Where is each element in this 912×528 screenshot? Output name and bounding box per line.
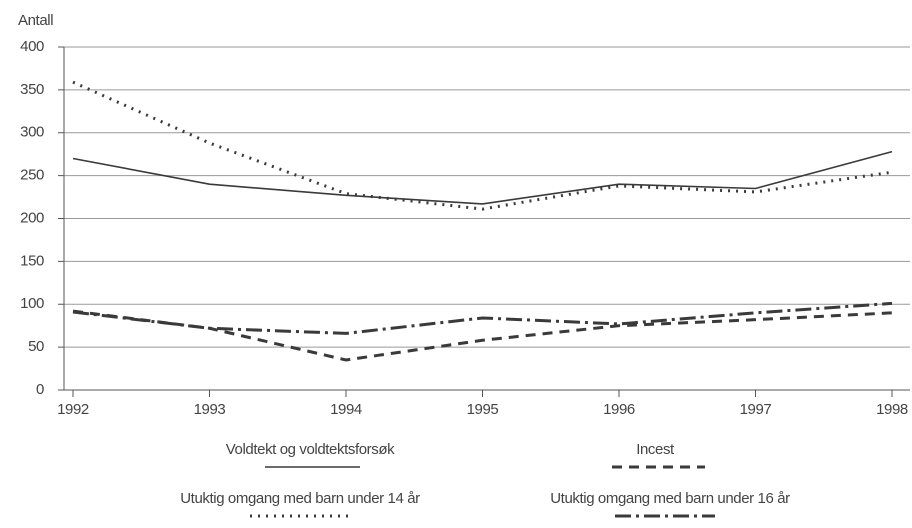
line-series (72, 80, 893, 211)
x-tick-label: 1996 (603, 401, 635, 418)
x-tick-label: 1995 (467, 401, 499, 418)
y-tick-label: 350 (20, 81, 44, 98)
y-tick-label: 300 (20, 124, 44, 141)
legend-label: Utuktig omgang med barn under 16 år (550, 490, 790, 507)
x-tick-label: 1998 (876, 401, 908, 418)
y-tick-label: 50 (28, 338, 44, 355)
y-tick-label: 0 (36, 381, 44, 398)
x-tick-label: 1992 (57, 401, 89, 418)
y-axis-label: Antall (18, 12, 53, 29)
y-tick-label: 400 (20, 38, 44, 55)
y-tick-label: 250 (20, 167, 44, 184)
y-tick-label: 100 (20, 295, 44, 312)
legend-label: Incest (636, 441, 675, 458)
x-tick-label: 1993 (194, 401, 226, 418)
legend-label: Voldtekt og voldtektsforsøk (226, 441, 395, 458)
legend-label: Utuktig omgang med barn under 14 år (180, 490, 420, 507)
x-tick-label: 1994 (330, 401, 362, 418)
line-series (72, 150, 893, 205)
y-tick-label: 150 (20, 252, 44, 269)
x-tick-label: 1997 (740, 401, 772, 418)
y-tick-label: 200 (20, 209, 44, 226)
line-series (72, 301, 893, 335)
